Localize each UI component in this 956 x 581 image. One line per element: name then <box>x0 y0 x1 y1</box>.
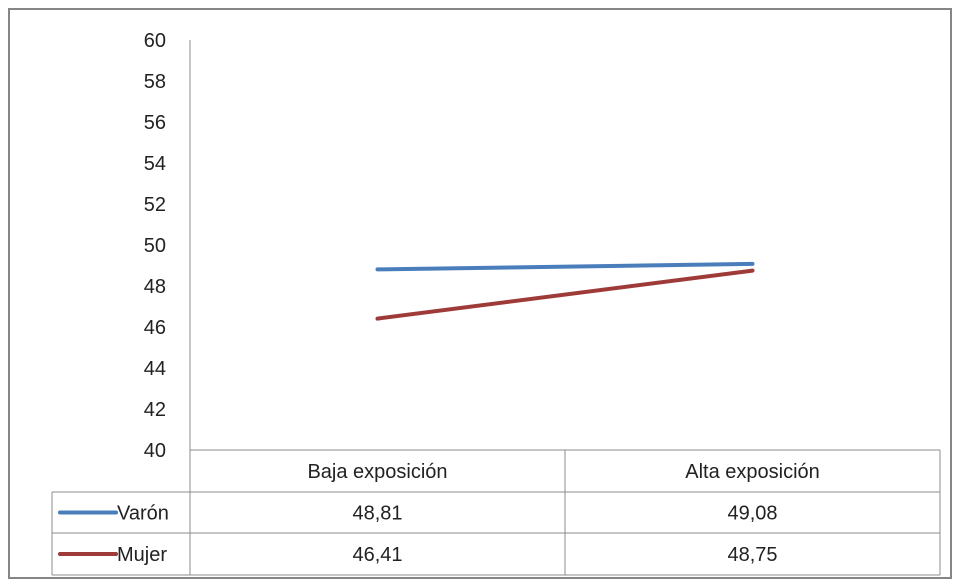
y-tick-label: 50 <box>144 235 166 257</box>
y-tick-label: 48 <box>144 276 166 298</box>
y-tick-label: 42 <box>144 399 166 421</box>
data-value-label: 49,08 <box>727 503 777 525</box>
chart-frame <box>8 8 952 579</box>
series-line <box>375 261 755 272</box>
category-label: Alta exposición <box>685 461 820 483</box>
series-lines <box>375 261 755 321</box>
y-tick-label: 40 <box>144 440 166 462</box>
series-line <box>375 268 755 321</box>
y-axis-ticks: 40 42 44 46 48 50 52 54 56 58 60 <box>144 30 166 462</box>
legend-label: Mujer <box>117 544 167 566</box>
legend-label: Varón <box>117 503 169 525</box>
y-tick-label: 44 <box>144 358 166 380</box>
data-table: Baja exposición Alta exposición Varón 48,81… <box>51 449 941 576</box>
category-label: Baja exposición <box>307 461 447 483</box>
y-tick-label: 52 <box>144 194 166 216</box>
y-tick-label: 60 <box>144 30 166 52</box>
y-tick-label: 56 <box>144 112 166 134</box>
y-tick-label: 54 <box>144 153 166 175</box>
y-tick-label: 46 <box>144 317 166 339</box>
data-value-label: 48,81 <box>352 503 402 525</box>
y-tick-label: 58 <box>144 71 166 93</box>
data-value-label: 46,41 <box>352 544 402 566</box>
data-value-label: 48,75 <box>727 544 777 566</box>
